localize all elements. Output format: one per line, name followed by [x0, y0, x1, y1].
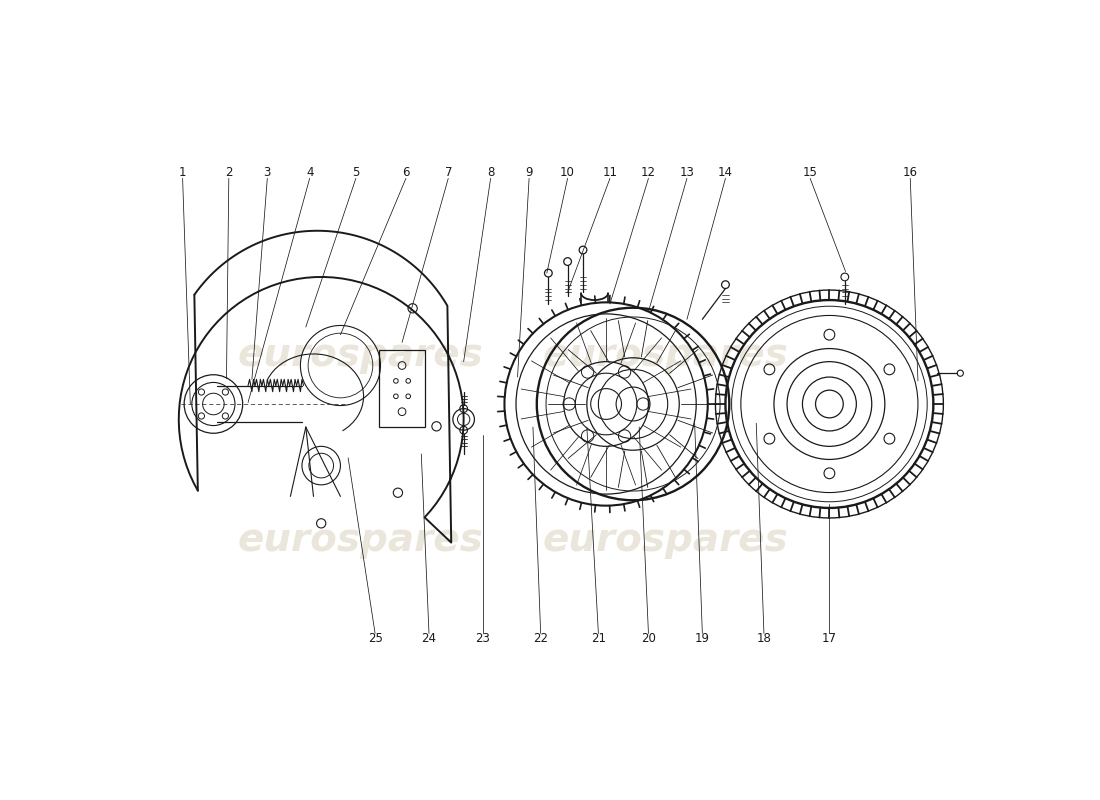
Text: 5: 5 — [352, 166, 360, 179]
Text: eurospares: eurospares — [238, 521, 483, 558]
Text: 3: 3 — [264, 166, 271, 179]
Text: 21: 21 — [591, 632, 606, 646]
Text: 10: 10 — [560, 166, 575, 179]
Text: 25: 25 — [367, 632, 383, 646]
Text: eurospares: eurospares — [542, 521, 789, 558]
Text: 15: 15 — [803, 166, 817, 179]
Text: 18: 18 — [757, 632, 771, 646]
Text: 13: 13 — [680, 166, 694, 179]
Text: 23: 23 — [475, 632, 491, 646]
Text: eurospares: eurospares — [542, 336, 789, 374]
Text: 2: 2 — [226, 166, 232, 179]
Text: 16: 16 — [903, 166, 917, 179]
Text: 4: 4 — [306, 166, 313, 179]
Text: 11: 11 — [603, 166, 617, 179]
Text: 22: 22 — [534, 632, 548, 646]
Text: 24: 24 — [421, 632, 437, 646]
Text: 20: 20 — [641, 632, 656, 646]
Text: eurospares: eurospares — [238, 336, 483, 374]
Text: 8: 8 — [487, 166, 494, 179]
Text: 12: 12 — [641, 166, 656, 179]
Text: 19: 19 — [695, 632, 710, 646]
Text: 6: 6 — [403, 166, 409, 179]
Bar — [378, 350, 425, 427]
Text: 1: 1 — [179, 166, 186, 179]
Text: 9: 9 — [526, 166, 532, 179]
Text: 7: 7 — [444, 166, 452, 179]
Text: 14: 14 — [718, 166, 733, 179]
Text: 17: 17 — [822, 632, 837, 646]
